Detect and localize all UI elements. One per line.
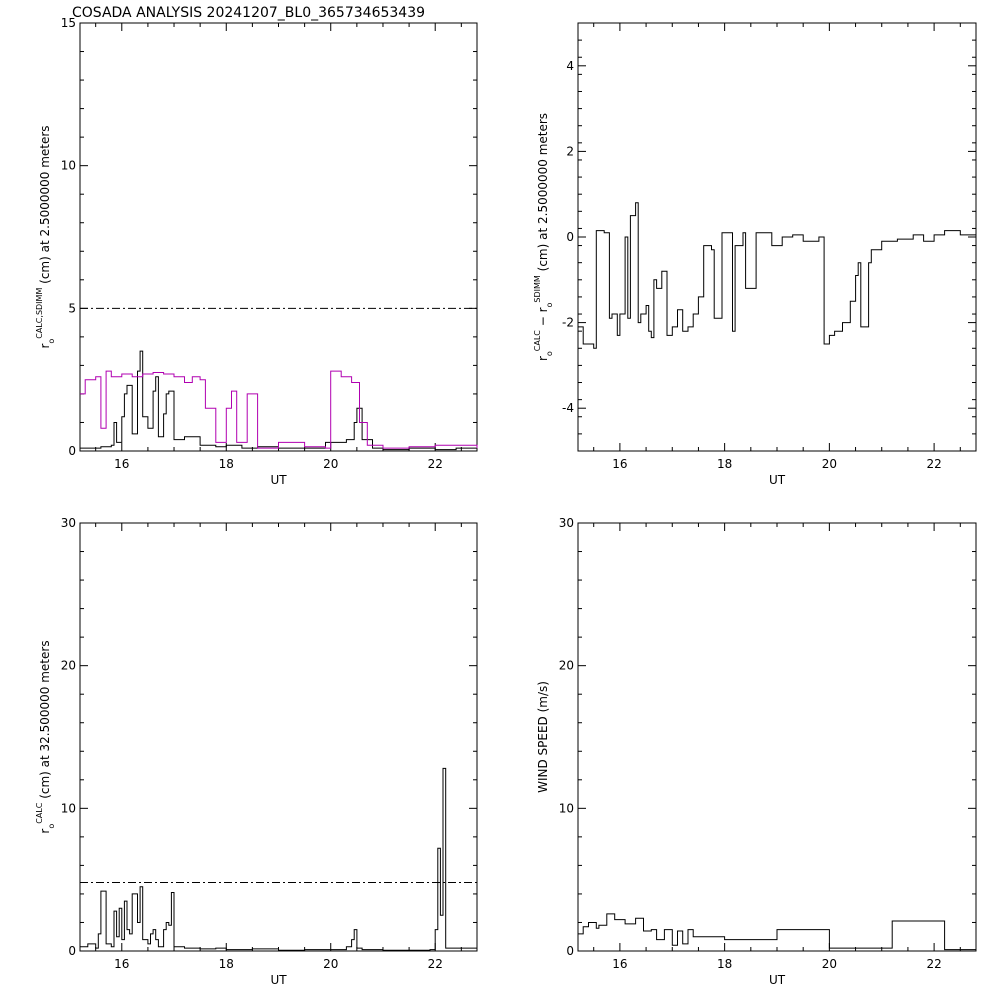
y-tick-label: 0 [566,944,574,958]
y-label-mid: − r [536,307,550,330]
chart-panel-1: 16 18 20 22 0 5 10 15 UT roCALC,SDIMM (cm) at 2.5… [35,16,478,487]
figure-title: COSADA ANALYSIS 20241207_BL0_36573465343… [72,5,425,21]
plot-frame [79,22,478,452]
y-tick-label: 10 [61,801,76,815]
x-tick-label: 22 [428,457,443,471]
y-tick-label: -4 [562,401,574,415]
y-tick-label: 0 [566,230,574,244]
y-label-sub: o [545,351,554,356]
y-tick-label: 15 [61,16,76,30]
x-tick-label: 22 [428,957,443,971]
x-tick-label: 16 [114,957,129,971]
x-tick-label: 22 [926,457,941,471]
y-label-sup: SDIMM [533,275,542,303]
y-tick-label: 30 [61,516,76,530]
series-line-2 [80,370,478,449]
y-label-sub: o [47,339,56,344]
x-tick-label: 18 [717,957,732,971]
y-tick-label: 20 [61,659,76,673]
y-tick-label: 2 [566,144,574,158]
series-line-1 [80,767,478,951]
y-tick-label: 10 [61,159,76,173]
y-label-rest: (cm) at 32.500000 meters [38,640,52,802]
y-label-sup: CALC,SDIMM [35,288,44,339]
x-axis-label: UT [270,973,287,987]
y-label-sub: o [545,302,554,307]
y-label-rest: (cm) at 2.5000000 meters [38,125,52,287]
y-axis-label: roCALC (cm) at 32.500000 meters [35,640,56,833]
x-tick-label: 18 [219,457,234,471]
x-tick-label: 20 [822,957,837,971]
chart-panel-3: 16 18 20 22 0 10 20 30 UT roCALC (cm) at 32.50000… [35,516,478,987]
y-label-base: r [38,829,52,834]
x-tick-label: 18 [717,457,732,471]
x-tick-label: 16 [612,457,627,471]
y-axis-label: roCALC,SDIMM (cm) at 2.5000000 meters [35,125,56,348]
series-line-1 [578,202,977,349]
x-axis-label: UT [270,473,287,487]
chart-panel-4: 16 18 20 22 0 10 20 30 UT WIND SPEED (m/s) [536,516,977,987]
x-tick-label: 16 [114,457,129,471]
y-label-sup: CALC [533,330,542,352]
x-axis-label: UT [769,473,786,487]
y-label-base: r [38,344,52,349]
x-tick-label: 20 [822,457,837,471]
y-label-sup: CALC [35,802,44,824]
plot-frame [79,522,478,952]
x-tick-label: 20 [323,957,338,971]
plot-frame [577,522,977,952]
y-tick-label: 5 [68,301,76,315]
y-tick-label: 20 [559,659,574,673]
x-axis-label: UT [769,973,786,987]
y-label-base: WIND SPEED (m/s) [536,681,550,793]
y-axis-label: roCALC − roSDIMM (cm) at 2.5000000 meter… [533,113,554,361]
y-label-base: r [536,356,550,361]
y-tick-label: 0 [68,944,76,958]
series-line-1 [578,913,976,951]
y-tick-label: 10 [559,801,574,815]
y-axis-label: WIND SPEED (m/s) [536,681,550,793]
series-line-1 [80,350,478,451]
x-tick-label: 16 [612,957,627,971]
y-tick-label: 30 [559,516,574,530]
x-tick-label: 18 [219,957,234,971]
y-tick-label: -2 [562,316,574,330]
y-label-rest: (cm) at 2.5000000 meters [536,113,550,275]
y-tick-label: 4 [566,59,574,73]
x-tick-label: 22 [926,957,941,971]
y-tick-label: 0 [68,444,76,458]
y-label-sub: o [47,824,56,829]
x-tick-label: 20 [323,457,338,471]
